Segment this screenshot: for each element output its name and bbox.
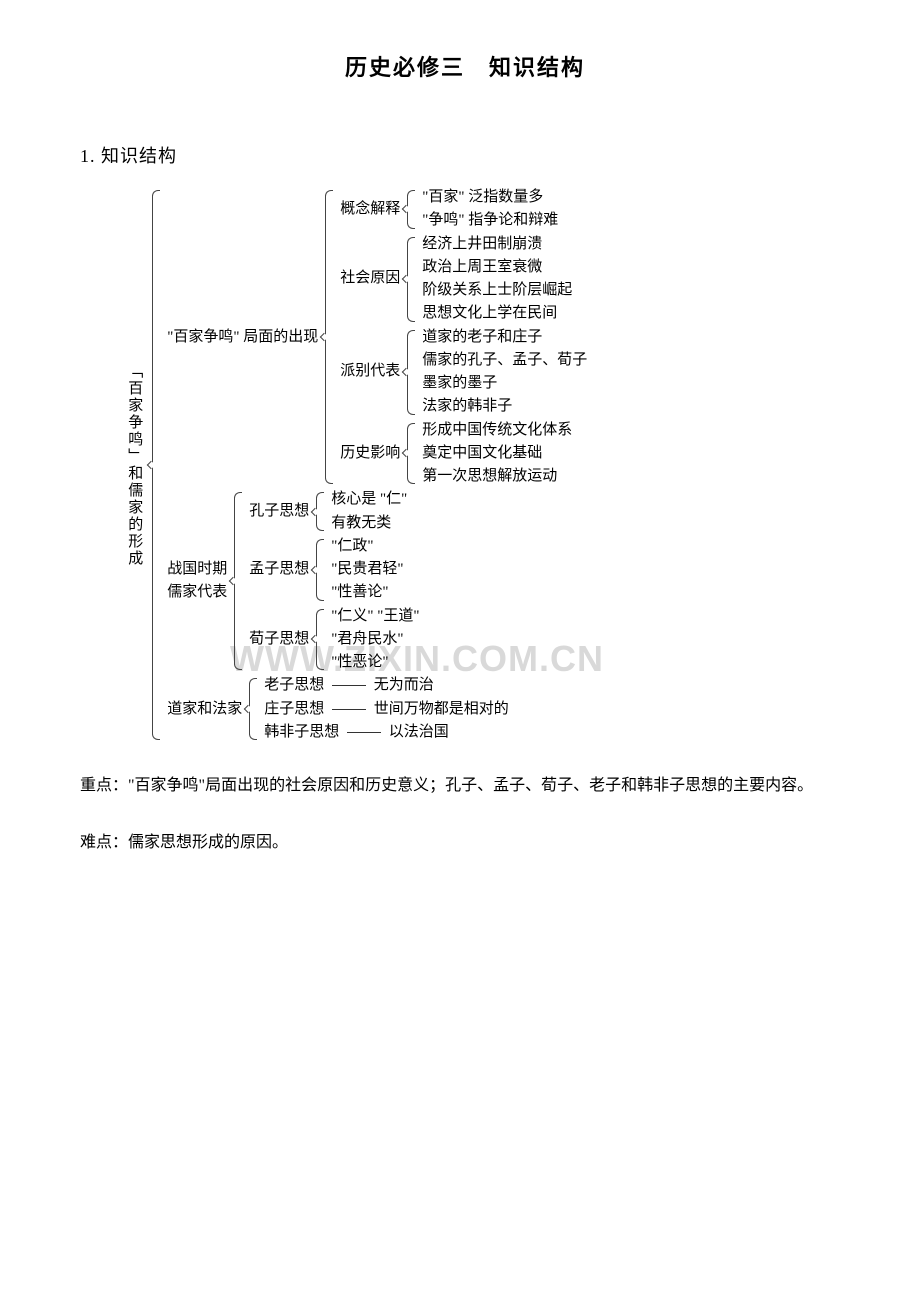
dash-icon [347,732,381,733]
brace-icon [246,676,260,742]
tree-leaf: 儒家的孔子、孟子、荀子 [420,349,589,372]
brace-icon [313,490,327,533]
dashline-right: 无为而治 [374,677,434,693]
tree-leaf: 思想文化上学在民间 [420,302,574,325]
tree-branch-label: 历史影响 [338,442,402,465]
tree-branch-label: 孟子思想 [247,558,311,581]
brace-icon [404,328,418,417]
brace-icon [313,607,327,673]
tree-branch-label: "百家争鸣" 局面的出现 [165,326,320,349]
difficulty-paragraph: 难点：儒家思想形成的原因。 [80,829,850,858]
tree-branch-label: 荀子思想 [247,628,311,651]
tree-leaf: 法家的韩非子 [420,395,589,418]
tree-leaf: "仁政" [329,535,405,558]
tree-leaf: 阶级关系上士阶层崛起 [420,279,574,302]
keypoints-text: "百家争鸣"局面出现的社会原因和历史意义；孔子、孟子、荀子、老子和韩非子思想的主… [128,777,813,794]
brace-icon [313,537,327,603]
tree-leaf: "性恶论" [329,651,421,674]
dashline-right: 以法治国 [389,724,449,740]
brace-icon [322,188,336,486]
brace-icon [404,235,418,324]
keypoints-paragraph: 重点："百家争鸣"局面出现的社会原因和历史意义；孔子、孟子、荀子、老子和韩非子思… [80,772,850,801]
tree-leaf: 有教无类 [329,512,409,535]
tree-leaf: "性善论" [329,581,405,604]
dashline-right: 世间万物都是相对的 [374,701,509,717]
section-heading: 1. 知识结构 [80,142,850,168]
tree-leaf: 奠定中国文化基础 [420,442,574,465]
dashline-left: 老子思想 [264,677,324,693]
tree-leaf: 道家的老子和庄子 [420,326,589,349]
tree-leaf: 韩非子思想 以法治国 [262,721,511,744]
tree-branch-label: 社会原因 [338,267,402,290]
brace-icon [404,188,418,231]
tree-branch-label: 道家和法家 [165,698,244,721]
tree-leaf: 核心是 "仁" [329,488,409,511]
tree-leaf: 老子思想 无为而治 [262,674,511,697]
difficulty-label: 难点： [80,834,128,851]
brace-icon [404,421,418,487]
tree-leaf: "仁义" "王道" [329,605,421,628]
dashline-left: 韩非子思想 [264,724,339,740]
tree-branch-label: 战国时期 儒家代表 [165,558,229,605]
content: 历史必修三 知识结构 1. 知识结构 「百家争鸣」和儒家的形成 "百家争鸣" 局… [80,50,850,858]
tree-leaf: 政治上周王室衰微 [420,256,574,279]
tree-leaf: "争鸣" 指争论和辩难 [420,209,560,232]
tree-leaf: 经济上井田制崩溃 [420,233,574,256]
tree-branch-label: 孔子思想 [247,500,311,523]
page: WWW.ZIXIN.COM.CN 历史必修三 知识结构 1. 知识结构 「百家争… [0,0,920,1302]
tree-leaf: "百家" 泛指数量多 [420,186,560,209]
tree-leaf: 形成中国传统文化体系 [420,419,574,442]
brace-icon [231,490,245,672]
tree-leaf: 第一次思想解放运动 [420,465,574,488]
keypoints-label: 重点： [80,777,128,794]
brace-icon [149,188,163,742]
tree-leaf: 庄子思想 世间万物都是相对的 [262,698,511,721]
dashline-left: 庄子思想 [264,701,324,717]
dash-icon [332,685,366,686]
tree-root-label: 「百家争鸣」和儒家的形成 [120,359,147,571]
page-title: 历史必修三 知识结构 [80,50,850,82]
tree-branch-label: 派别代表 [338,360,402,383]
dash-icon [332,709,366,710]
difficulty-text: 儒家思想形成的原因。 [128,834,288,851]
tree-leaf: 墨家的墨子 [420,372,589,395]
tree-leaf: "民贵君轻" [329,558,405,581]
tree-branch-label: 概念解释 [338,198,402,221]
tree-leaf: "君舟民水" [329,628,421,651]
knowledge-tree: 「百家争鸣」和儒家的形成 "百家争鸣" 局面的出现 概念解释 [120,186,850,744]
